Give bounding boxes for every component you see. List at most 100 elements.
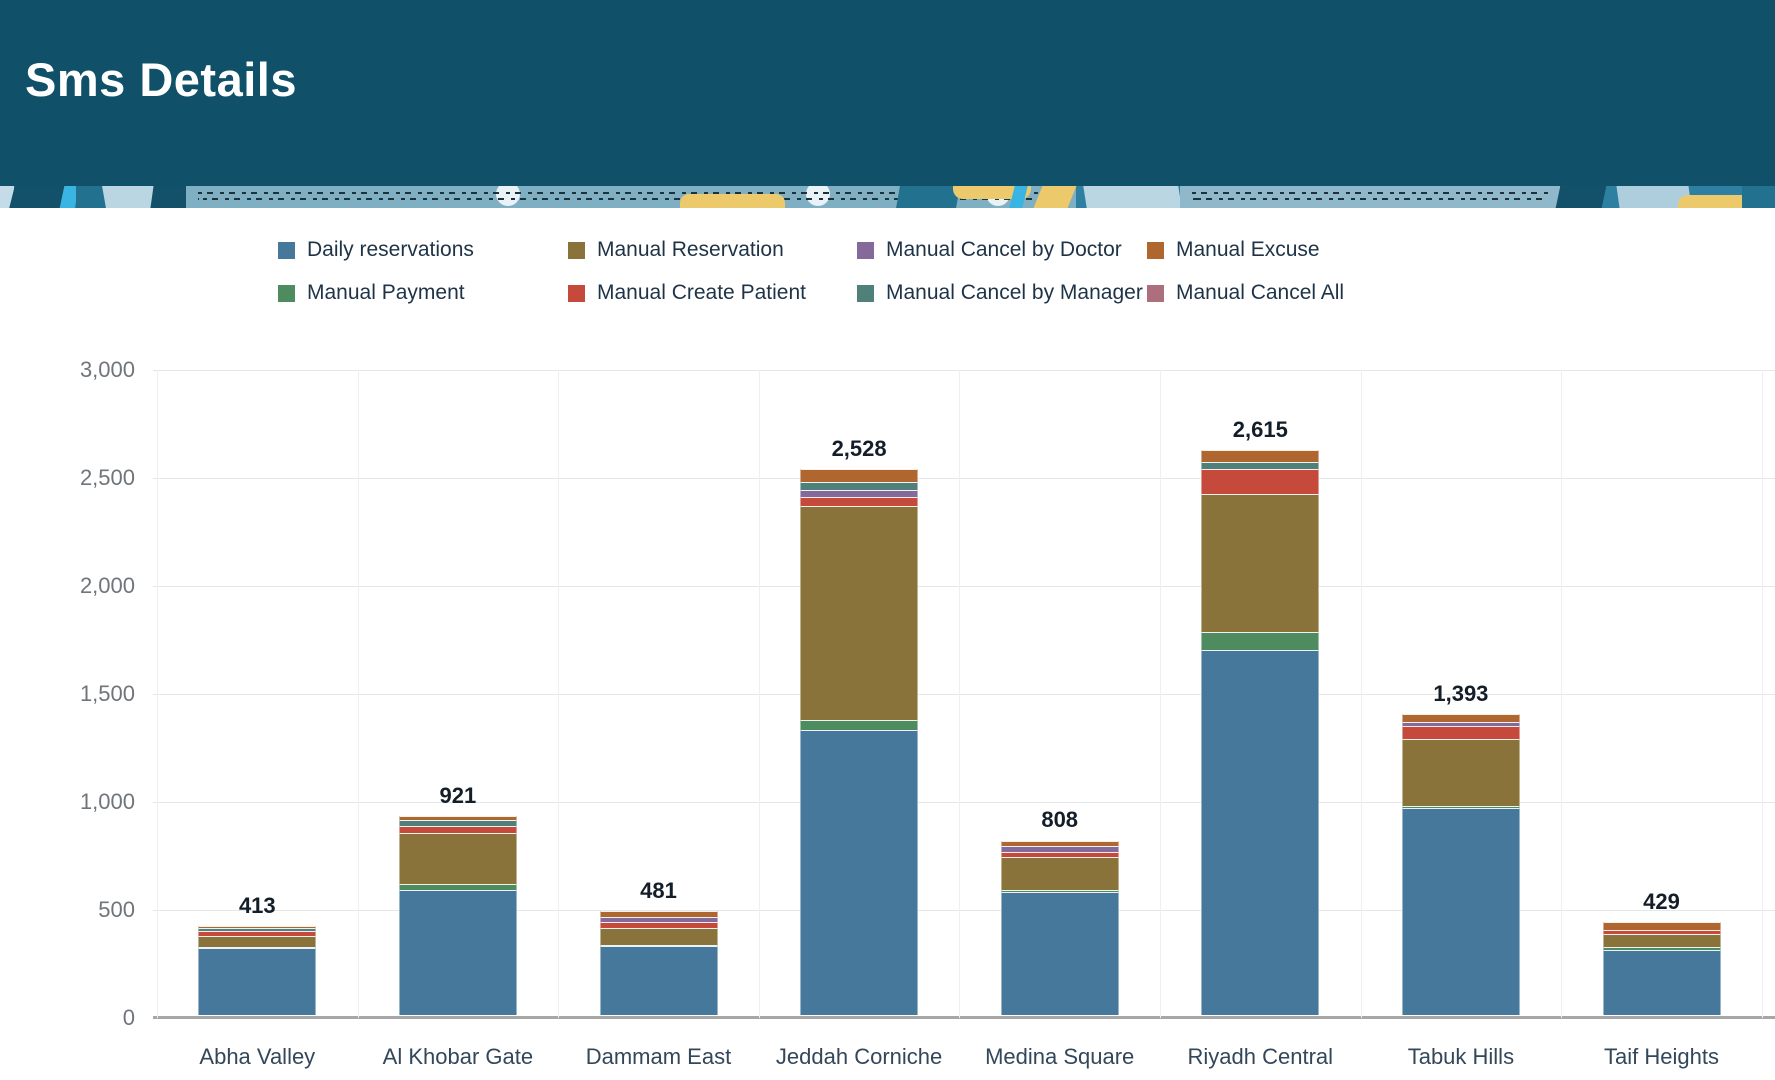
gridline-horizontal: [153, 910, 1775, 911]
bar-segment-daily_reservations[interactable]: [599, 946, 718, 1015]
x-axis-category-label: Al Khobar Gate: [382, 1044, 534, 1069]
bar-segment-manual_create_patient[interactable]: [1602, 929, 1721, 934]
bar-segment-manual_payment[interactable]: [800, 720, 919, 730]
legend-swatch-icon: [857, 241, 874, 259]
bar-segment-manual_cancel_by_doctor[interactable]: [800, 490, 919, 497]
bar-segment-manual_excuse[interactable]: [1602, 922, 1721, 930]
bar-segment-manual_payment[interactable]: [599, 944, 718, 947]
legend-swatch-icon: [857, 284, 874, 302]
bar-segment-manual_cancel_by_doctor[interactable]: [599, 916, 718, 922]
bar-total-label: 921: [439, 783, 477, 809]
bar-segment-manual_create_patient[interactable]: [599, 921, 718, 929]
bar-segment-manual_create_patient[interactable]: [800, 496, 919, 507]
bar-segment-daily_reservations[interactable]: [1201, 649, 1320, 1015]
bar-segment-manual_payment[interactable]: [1401, 805, 1520, 809]
bar-segment-manual_payment[interactable]: [398, 884, 517, 890]
bar-segment-manual_reservation[interactable]: [599, 928, 718, 945]
x-axis-category-label: Dammam East: [585, 1044, 732, 1069]
y-axis-tick-label: 500: [98, 897, 135, 922]
bar-segment-manual_create_patient[interactable]: [1000, 851, 1119, 858]
bar-segment-manual_reservation[interactable]: [800, 506, 919, 721]
page-title: Sms Details: [25, 53, 297, 106]
bar-segment-manual_reservation[interactable]: [198, 935, 317, 948]
bar-segment-manual_cancel_by_doctor[interactable]: [1000, 846, 1119, 852]
bar-segment-manual_create_patient[interactable]: [398, 826, 517, 833]
bar-segment-manual_create_patient[interactable]: [1401, 726, 1520, 739]
bar-segment-manual_payment[interactable]: [198, 947, 317, 949]
bar-segment-manual_create_patient[interactable]: [1201, 469, 1320, 494]
bar-total-label: 808: [1041, 807, 1079, 833]
legend-item-manual_payment[interactable]: Manual Payment: [278, 276, 568, 310]
legend-label: Manual Create Patient: [597, 281, 806, 304]
bar-total-label: 1,393: [1433, 681, 1489, 707]
bar-segment-manual_excuse[interactable]: [800, 469, 919, 482]
y-axis-tick-label: 2,500: [79, 465, 135, 490]
bar-segment-manual_cancel_by_manager[interactable]: [398, 819, 517, 827]
legend-item-manual_cancel_by_doctor[interactable]: Manual Cancel by Doctor: [857, 233, 1147, 267]
banner-shape: [896, 186, 960, 208]
bar-total-label: 413: [238, 892, 276, 918]
bar-tabuk-hills[interactable]: [1401, 714, 1520, 1015]
bar-segment-manual_cancel_by_manager[interactable]: [198, 928, 317, 931]
gridline-horizontal: [153, 370, 1775, 371]
legend-item-manual_excuse[interactable]: Manual Excuse: [1147, 233, 1407, 267]
bar-segment-manual_reservation[interactable]: [1201, 493, 1320, 632]
legend-item-manual_cancel_all[interactable]: Manual Cancel All: [1147, 276, 1407, 310]
bar-segment-daily_reservations[interactable]: [398, 889, 517, 1015]
gridline-vertical: [1360, 370, 1362, 1018]
bar-abha-valley[interactable]: [198, 925, 317, 1015]
bar-segment-manual_reservation[interactable]: [1000, 857, 1119, 891]
bar-segment-manual_excuse[interactable]: [599, 911, 718, 917]
legend-item-manual_create_patient[interactable]: Manual Create Patient: [568, 276, 857, 310]
bar-segment-manual_cancel_by_manager[interactable]: [800, 481, 919, 491]
banner-dot: [496, 186, 520, 206]
banner-shape: [1083, 186, 1182, 208]
bar-segment-manual_payment[interactable]: [1000, 890, 1119, 892]
bar-segment-manual_excuse[interactable]: [198, 925, 317, 929]
legend-item-manual_cancel_by_manager[interactable]: Manual Cancel by Manager: [857, 276, 1147, 310]
bar-al-khobar-gate[interactable]: [398, 816, 517, 1015]
bar-segment-manual_payment[interactable]: [1201, 631, 1320, 650]
gridline-vertical: [357, 370, 359, 1018]
y-axis-tick-label: 0: [122, 1005, 135, 1030]
legend-label: Manual Excuse: [1176, 238, 1320, 261]
bar-jeddah-corniche[interactable]: [800, 469, 919, 1015]
bar-segment-manual_excuse[interactable]: [1201, 450, 1320, 462]
bar-total-label: 2,528: [831, 435, 887, 461]
bar-segment-daily_reservations[interactable]: [1000, 891, 1119, 1015]
bar-segment-daily_reservations[interactable]: [1602, 949, 1721, 1015]
gridline-horizontal: [153, 802, 1775, 803]
bar-segment-manual_excuse[interactable]: [398, 816, 517, 820]
legend-swatch-icon: [1147, 284, 1164, 302]
bar-taif-heights[interactable]: [1602, 922, 1721, 1015]
bar-segment-manual_reservation[interactable]: [1401, 738, 1520, 806]
bar-segment-daily_reservations[interactable]: [800, 729, 919, 1015]
legend-item-manual_reservation[interactable]: Manual Reservation: [568, 233, 857, 267]
gridline-vertical: [959, 370, 961, 1018]
x-axis-category-label: Jeddah Corniche: [775, 1044, 943, 1069]
x-axis-category-label: Medina Square: [985, 1044, 1135, 1069]
bar-segment-manual_cancel_by_doctor[interactable]: [1401, 722, 1520, 727]
bar-segment-manual_create_patient[interactable]: [198, 930, 317, 936]
x-axis-category-label: Abha Valley: [199, 1044, 316, 1069]
bar-total-label: 2,615: [1232, 417, 1288, 443]
x-axis-category-label: Taif Heights: [1604, 1044, 1719, 1069]
bar-segment-manual_reservation[interactable]: [1602, 933, 1721, 947]
legend-swatch-icon: [568, 284, 585, 302]
legend-label: Manual Cancel All: [1176, 281, 1345, 304]
bar-segment-manual_payment[interactable]: [1602, 946, 1721, 950]
bar-segment-manual_excuse[interactable]: [1000, 840, 1119, 847]
legend-swatch-icon: [568, 241, 585, 259]
legend-item-daily_reservations[interactable]: Daily reservations: [278, 233, 568, 267]
bar-segment-manual_excuse[interactable]: [1401, 714, 1520, 723]
bar-dammam-east[interactable]: [599, 911, 718, 1015]
bar-segment-manual_cancel_by_manager[interactable]: [1201, 461, 1320, 469]
stacked-bar-chart: 0 500 1,000 1,500 2,000 2,500 3,000 413 Abha Val…: [80, 357, 1775, 1069]
legend-label: Manual Reservation: [597, 238, 784, 261]
bar-medina-square[interactable]: [1000, 840, 1119, 1015]
gridline-horizontal: [153, 478, 1775, 479]
bar-segment-daily_reservations[interactable]: [198, 948, 317, 1015]
bar-segment-manual_reservation[interactable]: [398, 832, 517, 885]
bar-riyadh-central[interactable]: [1201, 450, 1320, 1015]
bar-segment-daily_reservations[interactable]: [1401, 808, 1520, 1015]
